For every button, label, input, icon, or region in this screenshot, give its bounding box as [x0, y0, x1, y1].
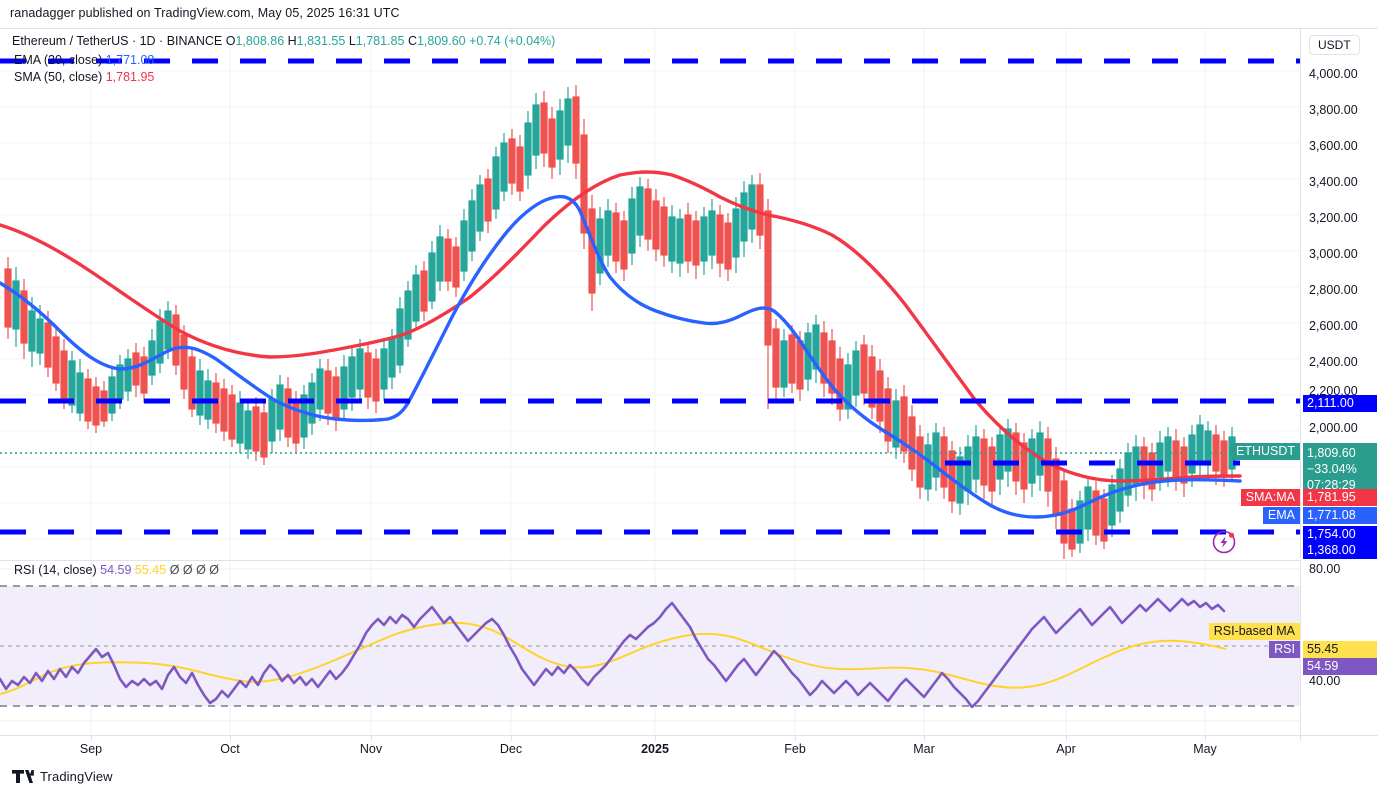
rsi-legend-value: 54.59	[100, 563, 132, 577]
chart-legend-title[interactable]: Ethereum / TetherUS · 1D · BINANCE O1,80…	[12, 34, 555, 48]
time-label-apr: Apr	[1056, 742, 1076, 756]
price-tick-2600: 2,600.00	[1309, 319, 1358, 333]
time-label-dec: Dec	[499, 742, 523, 756]
alert-bolt-icon	[1212, 530, 1236, 554]
rsi-ma-line	[0, 621, 1227, 695]
time-scale[interactable]: Sep Oct Nov Dec 2025 Feb Mar Apr May	[0, 735, 1378, 763]
rsi-ma-tag[interactable]: RSI-based MA	[1208, 623, 1300, 640]
ema-tag[interactable]: EMA	[1262, 507, 1300, 524]
open-label: O	[225, 34, 236, 48]
ema-legend-name: EMA (20, close)	[14, 53, 103, 67]
open-value: 1,808.86	[235, 34, 285, 48]
price-gridlines	[0, 70, 1300, 540]
sma-tag[interactable]: SMA:MA	[1240, 489, 1300, 506]
chart-frame: ETHUSDT SMA:MA EMA	[0, 28, 1378, 763]
ema-20-line	[0, 194, 1242, 519]
last-price-tag[interactable]: ETHUSDT	[1230, 443, 1300, 460]
sma-50-line	[0, 170, 1242, 483]
rsi-tag[interactable]: RSI	[1269, 641, 1300, 658]
tradingview-logo-icon	[12, 769, 34, 783]
rsi-value-badge[interactable]: 54.59	[1303, 658, 1377, 675]
sma-legend[interactable]: SMA (50, close) 1,781.95	[14, 70, 154, 84]
sma-legend-value: 1,781.95	[105, 70, 155, 84]
bar-countdown: 07:28:29	[1307, 478, 1356, 492]
price-scale-unit[interactable]: USDT	[1309, 35, 1360, 55]
rsi-pane-canvas	[0, 561, 1300, 735]
last-price-change: −33.04%	[1307, 462, 1357, 476]
rsi-pane[interactable]: RSI-based MA RSI	[0, 560, 1300, 735]
rsi-legend-name: RSI (14, close)	[14, 563, 97, 577]
close-value: 1,809.60	[416, 34, 466, 48]
sma-legend-name: SMA (50, close)	[14, 70, 103, 84]
time-label-may: May	[1193, 742, 1217, 756]
time-label-2025: 2025	[641, 742, 669, 756]
price-tick-4000: 4,000.00	[1309, 67, 1358, 81]
time-label-sep: Sep	[79, 742, 103, 756]
price-pane-canvas	[0, 29, 1300, 559]
change-value: +0.74 (+0.04%)	[469, 34, 556, 48]
rsi-vertical-gridlines	[90, 561, 1206, 735]
rsi-legend-ma-value: 55.45	[134, 563, 167, 577]
ema-value-badge[interactable]: 1,771.08	[1303, 507, 1377, 524]
price-badge-2111[interactable]: 2,111.00	[1303, 395, 1377, 412]
price-badge-1368[interactable]: 1,368.00	[1303, 542, 1377, 559]
price-tick-3200: 3,200.00	[1309, 211, 1358, 225]
publish-attribution: ranadagger published on TradingView.com,…	[10, 6, 400, 20]
price-pane[interactable]: ETHUSDT SMA:MA EMA	[0, 29, 1300, 559]
price-vertical-gridlines	[90, 29, 1206, 559]
ema-legend-value: 1,771.08	[105, 53, 155, 67]
low-value: 1,781.85	[355, 34, 405, 48]
rsi-line	[0, 597, 1226, 709]
high-label: H	[287, 34, 297, 48]
price-tick-3400: 3,400.00	[1309, 175, 1358, 189]
price-tick-2800: 2,800.00	[1309, 283, 1358, 297]
low-label: L	[348, 34, 356, 48]
footer: TradingView	[12, 769, 113, 784]
close-label: C	[407, 34, 417, 48]
ema-legend[interactable]: EMA (20, close) 1,771.08	[14, 53, 154, 67]
time-label-nov: Nov	[359, 742, 383, 756]
rsi-tick-40: 40.00	[1309, 674, 1341, 688]
price-tick-3600: 3,600.00	[1309, 139, 1358, 153]
price-scale[interactable]: USDT 4,000.00 3,800.00 3,600.00 3,400.00…	[1300, 29, 1378, 735]
price-tick-2000: 2,000.00	[1309, 421, 1358, 435]
price-tick-3800: 3,800.00	[1309, 103, 1358, 117]
time-label-mar: Mar	[913, 742, 935, 756]
time-label-oct: Oct	[220, 742, 240, 756]
time-label-feb: Feb	[784, 742, 806, 756]
candlestick-series	[4, 85, 1236, 559]
tradingview-brand: TradingView	[40, 769, 113, 784]
price-tick-2200: 2,200.00	[1309, 384, 1358, 398]
rsi-tick-80: 80.00	[1309, 562, 1341, 576]
last-price-badge[interactable]: 1,809.60 −33.04% 07:28:29	[1303, 443, 1377, 492]
price-badge-1754[interactable]: 1,754.00	[1303, 526, 1377, 543]
price-tick-2400: 2,400.00	[1309, 355, 1358, 369]
high-value: 1,831.55	[296, 34, 346, 48]
symbol-label[interactable]: Ethereum / TetherUS · 1D · BINANCE	[12, 34, 223, 48]
rsi-ma-value-badge[interactable]: 55.45	[1303, 641, 1377, 658]
last-price-value: 1,809.60	[1307, 446, 1356, 460]
rsi-legend[interactable]: RSI (14, close) 54.59 55.45 Ø Ø Ø Ø	[14, 563, 219, 577]
rsi-legend-na: Ø Ø Ø Ø	[169, 563, 219, 577]
price-tick-3000: 3,000.00	[1309, 247, 1358, 261]
sma-value-badge[interactable]: 1,781.95	[1303, 489, 1377, 506]
